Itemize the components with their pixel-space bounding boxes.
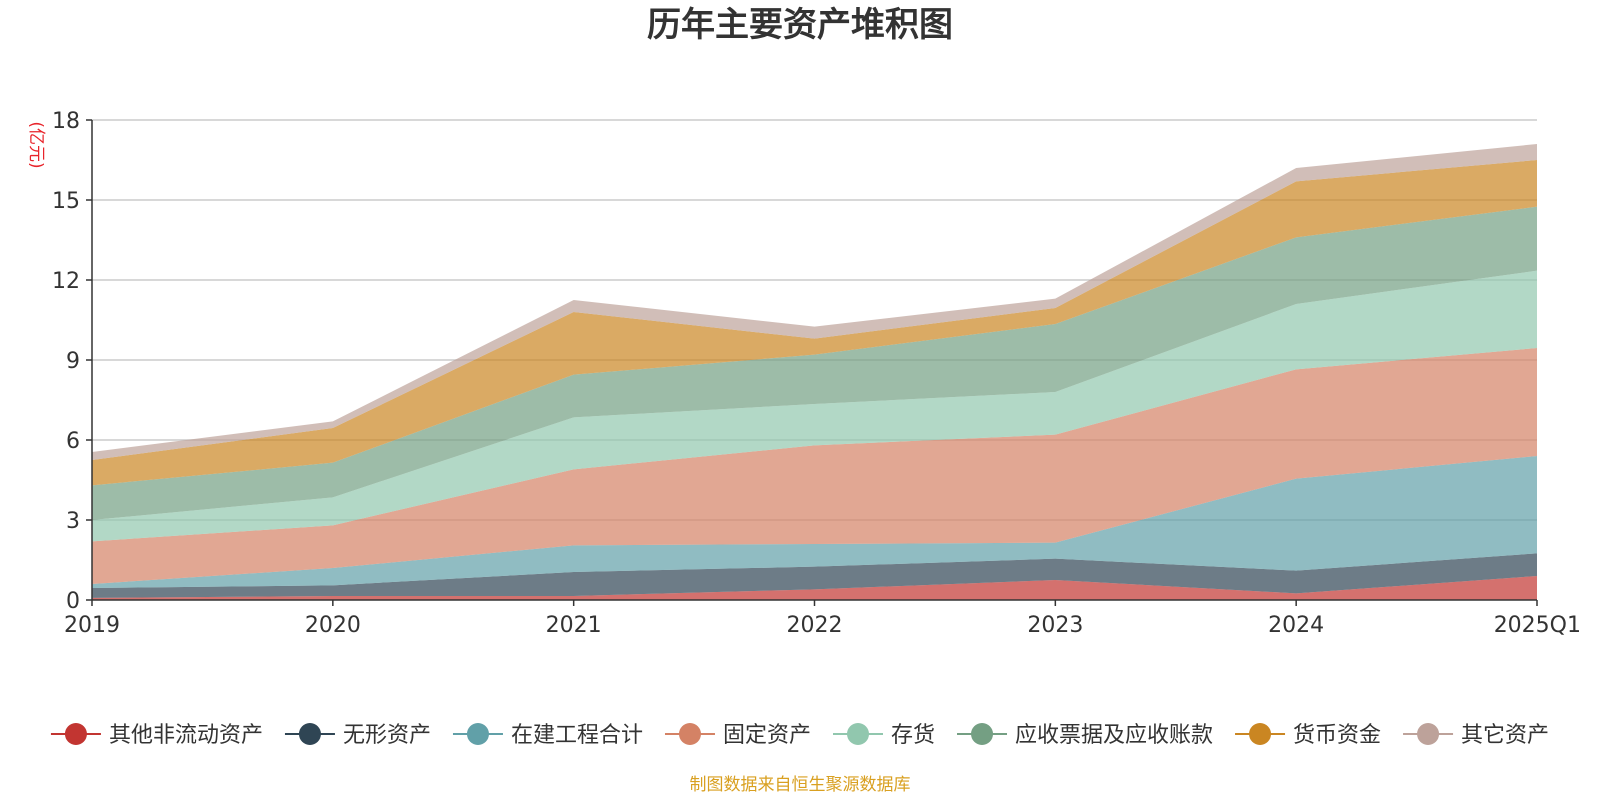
legend-circle-marker [1417,723,1440,745]
x-tick-label: 2023 [1027,613,1083,638]
y-tick-label: 15 [52,189,80,214]
legend-circle-marker [678,723,701,745]
legend-item-8[interactable]: 其它资产 [1403,723,1549,748]
legend-circle-marker [1249,723,1272,745]
legend-label: 存货 [891,723,935,748]
legend-item-3[interactable]: 在建工程合计 [452,723,643,748]
legend-label: 货币资金 [1293,723,1381,748]
x-tick-label: 2021 [546,613,602,638]
area-series-1 [92,576,1537,600]
legend-item-2[interactable]: 无形资产 [284,723,431,748]
area-series-4 [92,348,1537,584]
legend-label: 其他非流动资产 [109,723,263,748]
area-series-group [92,144,1537,600]
y-tick-label: 12 [52,269,80,294]
legend-circle-marker [64,723,87,745]
y-axis-unit-label: (亿元) [26,121,46,168]
area-series-2 [92,553,1537,598]
area-series-7 [92,160,1537,486]
x-tick-label: 2024 [1268,613,1324,638]
x-tick-label: 2025Q1 [1494,613,1581,638]
area-series-5 [92,270,1537,542]
x-tick-label: 2020 [305,613,361,638]
legend-label: 无形资产 [343,723,431,748]
y-tick-label: 0 [66,589,80,614]
legend-item-6[interactable]: 应收票据及应收账款 [957,723,1213,748]
area-series-3 [92,456,1537,588]
y-tick-label: 3 [66,509,80,534]
legend-label: 应收票据及应收账款 [1015,723,1213,748]
legend-circle-marker [971,723,994,745]
area-series-6 [92,206,1537,520]
axes: 0 3 6 9 12 15 18 2019 2020 2021 2022 2023 2024 2025Q1 [52,109,1581,638]
legend-label: 其它资产 [1461,723,1549,748]
y-tick-label: 18 [52,109,80,134]
legend: 其他非流动资产 无形资产 在建工程合计 固定资产 存货 应收票据及应收账款 货币资金 其它资产 [50,723,1549,748]
legend-circle-marker [847,723,869,745]
chart-title: 历年主要资产堆积图 [647,5,953,45]
y-tick-label: 9 [66,349,80,374]
legend-circle-marker [466,723,489,745]
legend-label: 在建工程合计 [511,723,643,748]
x-tick-label: 2022 [787,613,843,638]
y-tick-label: 6 [66,429,80,454]
legend-item-7[interactable]: 货币资金 [1235,723,1381,748]
legend-item-1[interactable]: 其他非流动资产 [50,723,263,748]
x-tick-label: 2019 [64,613,120,638]
source-note: 制图数据来自恒生聚源数据库 [690,775,911,795]
legend-circle-marker [298,723,321,745]
legend-item-4[interactable]: 固定资产 [664,723,811,748]
legend-item-5[interactable]: 存货 [833,723,935,748]
legend-label: 固定资产 [723,723,811,748]
